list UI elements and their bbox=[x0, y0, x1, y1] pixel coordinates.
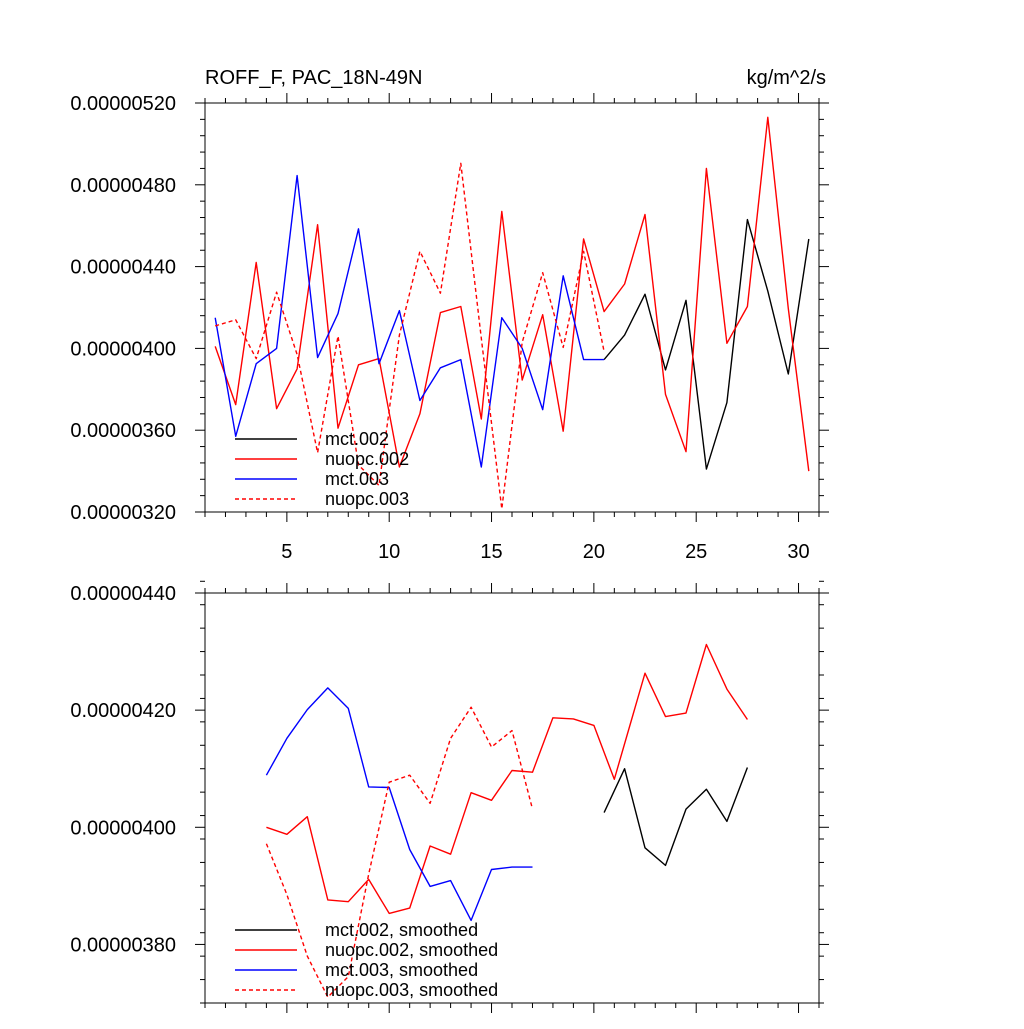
x-tick-label: 10 bbox=[378, 541, 400, 563]
top-panel: ROFF_F, PAC_18N-49N kg/m^2/s 5 10 15 20 25 30… bbox=[70, 67, 829, 563]
series-line-nuopc-003-smoothed bbox=[265, 706, 534, 998]
legend-label: nuopc.002, smoothed bbox=[325, 940, 498, 960]
series-line-nuopc-002-smoothed bbox=[266, 643, 748, 915]
legend-label: mct.003 bbox=[325, 469, 389, 489]
series-line-mct-002-smoothed bbox=[603, 767, 749, 867]
plot-frame bbox=[204, 592, 820, 1004]
y-tick-label: 0.00000400 bbox=[70, 338, 176, 360]
x-tick-label: 15 bbox=[480, 541, 502, 563]
x-tick-label: 20 bbox=[583, 541, 605, 563]
series-line-nuopc-003 bbox=[215, 162, 605, 510]
x-tick-label: 5 bbox=[281, 541, 292, 563]
legend-label: mct.002 bbox=[325, 429, 389, 449]
series-line-mct-003-smoothed bbox=[265, 687, 533, 922]
y-tick-label: 0.00000360 bbox=[70, 420, 176, 442]
bottom-panel: 0.00000380 0.00000400 0.00000420 0.00000440… bbox=[70, 580, 829, 1013]
legend-label: nuopc.003 bbox=[325, 489, 409, 509]
legend-label: mct.002, smoothed bbox=[325, 920, 478, 940]
y-tick-label: 0.00000480 bbox=[70, 175, 176, 197]
y-tick-label: 0.00000380 bbox=[70, 934, 176, 956]
legend-label: mct.003, smoothed bbox=[325, 960, 478, 980]
x-tick-label: 25 bbox=[685, 541, 707, 563]
series-line-nuopc-002 bbox=[214, 116, 810, 472]
y-tick-label: 0.00000520 bbox=[70, 93, 176, 115]
y-tick-label: 0.00000320 bbox=[70, 502, 176, 524]
series-line-mct-003 bbox=[214, 174, 605, 468]
y-tick-label: 0.00000420 bbox=[70, 700, 176, 722]
y-tick-label: 0.00000400 bbox=[70, 817, 176, 839]
chart-title: ROFF_F, PAC_18N-49N bbox=[205, 67, 422, 89]
plot-frame bbox=[204, 102, 820, 513]
legend-label: nuopc.003, smoothed bbox=[325, 980, 498, 1000]
y-tick-label: 0.00000440 bbox=[70, 583, 176, 605]
legend-label: nuopc.002 bbox=[325, 449, 409, 469]
x-tick-label: 30 bbox=[787, 541, 809, 563]
series-line-mct-002 bbox=[603, 218, 810, 470]
units-label: kg/m^2/s bbox=[747, 67, 826, 89]
y-tick-label: 0.00000440 bbox=[70, 257, 176, 279]
